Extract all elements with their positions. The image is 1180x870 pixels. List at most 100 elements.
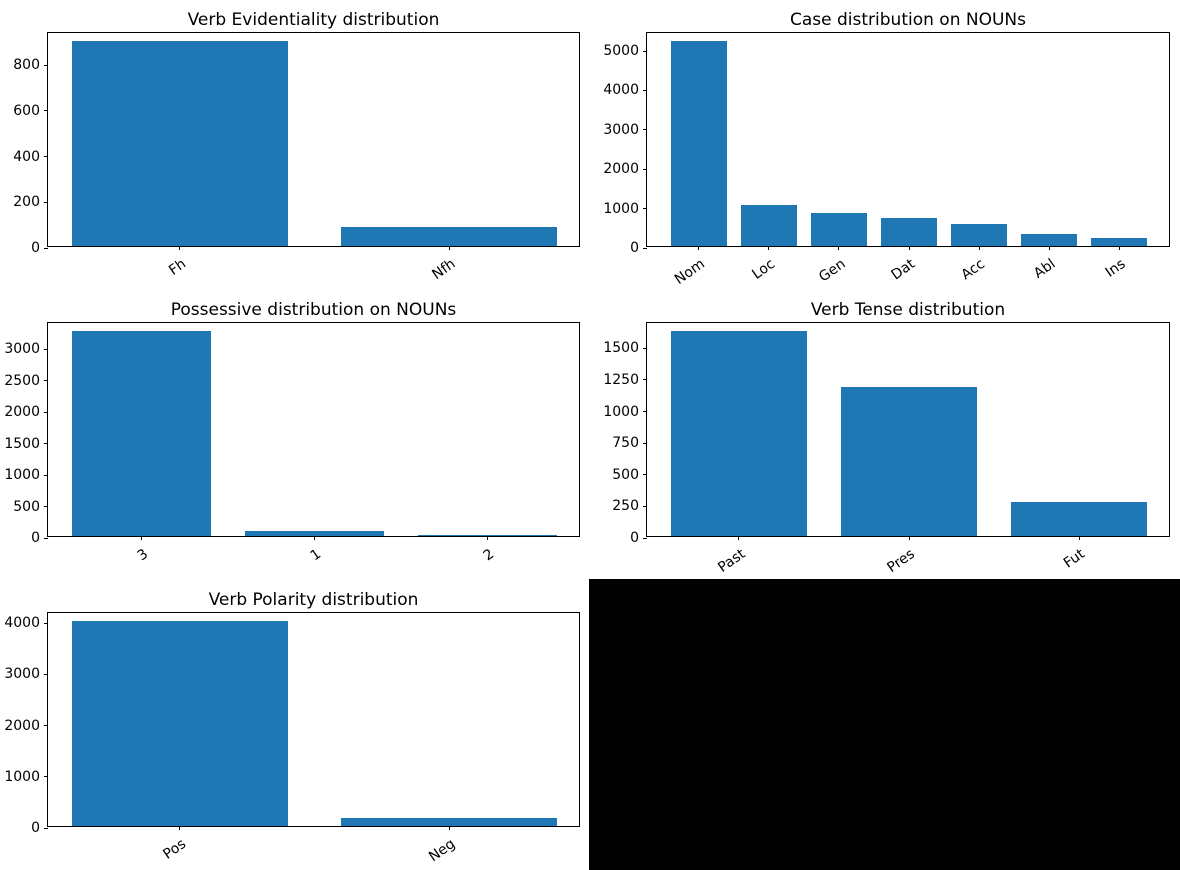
y-tick-label: 2000 bbox=[4, 717, 40, 734]
chart-title: Case distribution on NOUNs bbox=[790, 10, 1026, 30]
bar-dat bbox=[880, 218, 937, 246]
bar-fh bbox=[72, 41, 288, 246]
y-tick-label: 600 bbox=[13, 102, 40, 119]
x-tick-label: Dat bbox=[888, 256, 919, 284]
plot-area: 0 1000 2000 3000 4000 Pos Neg bbox=[4, 612, 580, 865]
y-tick-label: 0 bbox=[31, 820, 40, 836]
y-tick-label: 3000 bbox=[603, 121, 639, 138]
x-tick-mark bbox=[908, 246, 910, 250]
y-tick-mark bbox=[643, 347, 647, 349]
y-tick-label: 1000 bbox=[603, 403, 639, 420]
x-tick-mark bbox=[738, 536, 740, 540]
y-tick-label: 400 bbox=[13, 148, 40, 165]
bar-neg bbox=[341, 818, 557, 826]
y-tick-label: 1500 bbox=[4, 435, 40, 452]
y-tick-label: 0 bbox=[31, 530, 40, 546]
x-tick-mark bbox=[1048, 246, 1050, 250]
y-tick-mark bbox=[44, 348, 48, 350]
bar-past bbox=[670, 331, 807, 536]
x-tick-label: Fut bbox=[1061, 546, 1089, 572]
y-tick-label: 1000 bbox=[4, 768, 40, 785]
chart-verb-polarity: Verb Polarity distribution 0 1000 2000 3000 4… bbox=[0, 580, 590, 870]
y-tick-label: 0 bbox=[31, 240, 40, 256]
bar-abl bbox=[1021, 233, 1078, 246]
x-tick-mark bbox=[140, 536, 142, 540]
y-tick-mark bbox=[44, 474, 48, 476]
y-tick-label: 3000 bbox=[4, 341, 40, 358]
y-tick-mark bbox=[44, 725, 48, 727]
y-tick-label: 200 bbox=[13, 194, 40, 211]
x-tick-mark bbox=[448, 826, 450, 830]
bar-1 bbox=[245, 530, 384, 536]
x-tick-mark bbox=[179, 826, 181, 830]
y-tick-mark bbox=[44, 827, 48, 829]
y-tick-mark bbox=[44, 506, 48, 508]
plot-area: 0 200 400 600 800 Fh Nfh bbox=[13, 32, 580, 283]
x-tick-mark bbox=[908, 536, 910, 540]
chart-title: Verb Tense distribution bbox=[810, 300, 1006, 320]
y-tick-mark bbox=[643, 129, 647, 131]
chart-verb-evidentiality: Verb Evidentiality distribution 0 200 400 60… bbox=[0, 0, 590, 290]
chart-verb-tense: Verb Tense distribution 0 250 500 750 1000 125… bbox=[590, 290, 1180, 580]
y-tick-mark bbox=[643, 411, 647, 413]
y-tick-mark bbox=[44, 201, 48, 203]
x-tick-label: Ins bbox=[1102, 256, 1129, 281]
y-tick-label: 500 bbox=[612, 466, 639, 483]
y-tick-label: 1250 bbox=[603, 371, 639, 388]
y-tick-mark bbox=[643, 537, 647, 539]
plot-area: 0 250 500 750 1000 1250 1500 Past Pres Fut bbox=[603, 322, 1170, 576]
y-tick-label: 0 bbox=[630, 240, 639, 256]
y-tick-mark bbox=[643, 89, 647, 91]
x-tick-mark bbox=[448, 246, 450, 250]
y-tick-mark bbox=[44, 622, 48, 624]
chart-possessive-nouns: Possessive distribution on NOUNs 0 500 1000… bbox=[0, 290, 590, 580]
x-tick-label: Nom bbox=[672, 256, 709, 288]
x-tick-mark bbox=[768, 246, 770, 250]
y-tick-mark bbox=[44, 64, 48, 66]
bar-acc bbox=[951, 223, 1008, 246]
y-tick-mark bbox=[44, 443, 48, 445]
y-tick-label: 1000 bbox=[4, 467, 40, 484]
bar-gen bbox=[810, 212, 867, 246]
x-tick-label: Neg bbox=[426, 836, 459, 866]
x-tick-mark bbox=[487, 536, 489, 540]
bar-nfh bbox=[341, 226, 557, 246]
chart-title: Verb Evidentiality distribution bbox=[187, 10, 440, 30]
y-tick-label: 5000 bbox=[603, 43, 639, 60]
bar-fut bbox=[1011, 501, 1148, 536]
x-tick-mark bbox=[698, 246, 700, 250]
y-tick-label: 2500 bbox=[4, 372, 40, 389]
x-tick-label: Pres bbox=[884, 546, 919, 577]
x-tick-label: Pos bbox=[160, 836, 190, 863]
x-tick-mark bbox=[1118, 246, 1120, 250]
y-tick-label: 2000 bbox=[603, 161, 639, 178]
y-tick-mark bbox=[44, 776, 48, 778]
y-tick-label: 800 bbox=[13, 57, 40, 74]
y-tick-label: 0 bbox=[630, 530, 639, 546]
bar-pos bbox=[72, 621, 288, 826]
chart-case-nouns: Case distribution on NOUNs 0 1000 2000 3000 4… bbox=[590, 0, 1180, 290]
y-tick-mark bbox=[643, 442, 647, 444]
x-tick-mark bbox=[838, 246, 840, 250]
x-tick-label: Gen bbox=[815, 256, 849, 286]
x-tick-label: 2 bbox=[480, 546, 497, 565]
chart-title: Possessive distribution on NOUNs bbox=[170, 300, 457, 320]
x-tick-label: Acc bbox=[958, 256, 989, 284]
y-tick-label: 500 bbox=[13, 498, 40, 515]
bar-loc bbox=[740, 204, 797, 246]
x-tick-label: Past bbox=[714, 546, 749, 576]
y-tick-label: 3000 bbox=[4, 666, 40, 683]
x-tick-label: Loc bbox=[749, 256, 779, 283]
bar-3 bbox=[72, 331, 211, 536]
x-tick-label: Abl bbox=[1030, 256, 1059, 282]
x-tick-mark bbox=[978, 246, 980, 250]
bar-pres bbox=[840, 386, 978, 536]
y-tick-label: 1000 bbox=[603, 200, 639, 217]
y-tick-mark bbox=[643, 474, 647, 476]
y-tick-mark bbox=[44, 156, 48, 157]
y-tick-mark bbox=[44, 537, 48, 539]
y-tick-label: 4000 bbox=[603, 82, 639, 99]
x-tick-label: Fh bbox=[166, 256, 190, 279]
y-tick-mark bbox=[643, 505, 647, 507]
